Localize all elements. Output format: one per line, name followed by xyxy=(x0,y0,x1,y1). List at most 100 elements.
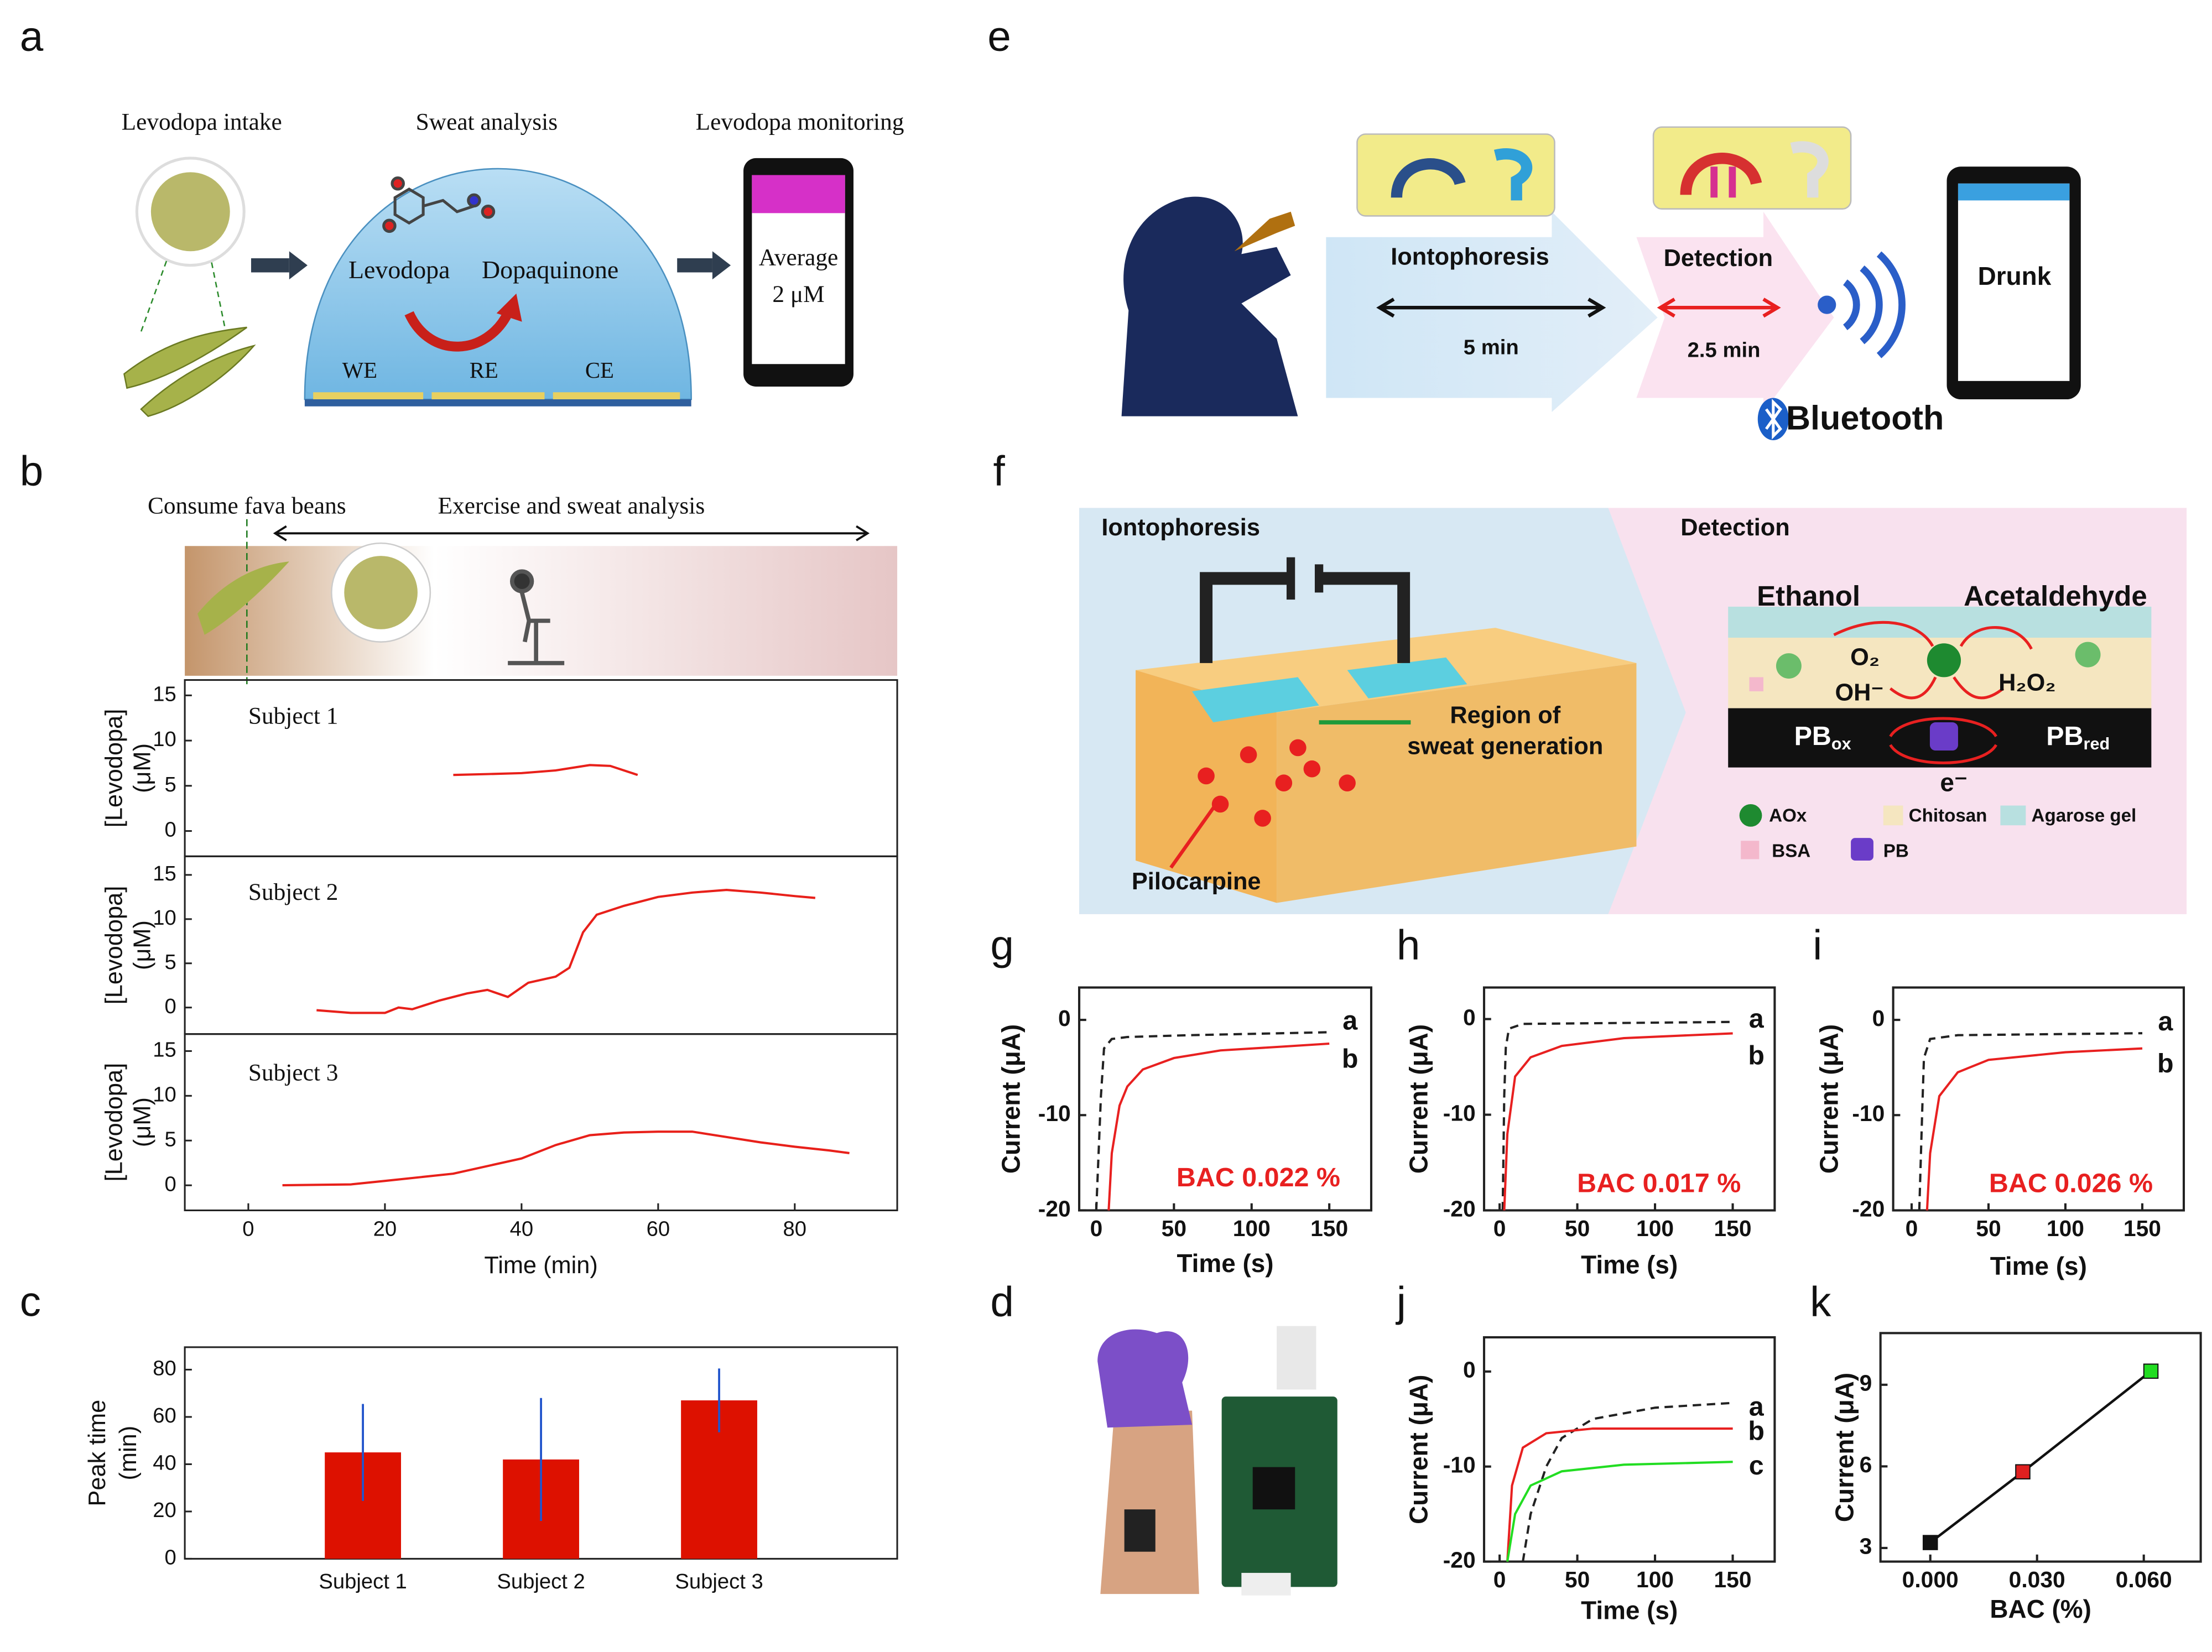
series-label: a xyxy=(1749,1392,1765,1422)
species: Acetaldehyde xyxy=(1964,580,2147,612)
y-axis-label: (μM) xyxy=(129,743,156,793)
reactant: Levodopa xyxy=(348,256,450,284)
series-label: a xyxy=(1342,1005,1358,1035)
electrode xyxy=(431,392,545,400)
y-axis-label: (μM) xyxy=(129,920,156,970)
section-title: Detection xyxy=(1680,514,1789,541)
species: e⁻ xyxy=(1940,768,1968,796)
panel-label: a xyxy=(20,13,44,60)
x-tick-label: 100 xyxy=(1233,1216,1271,1241)
series-label: a xyxy=(2158,1007,2173,1036)
series-label: b xyxy=(1342,1044,1359,1074)
y-axis-label: Peak time xyxy=(84,1400,111,1507)
drinker xyxy=(1121,196,1298,416)
connector xyxy=(1241,1572,1291,1596)
bsa xyxy=(1749,677,1763,691)
y-tick-label: 3 xyxy=(1860,1534,1872,1559)
panel-label: j xyxy=(1396,1279,1406,1326)
data-line xyxy=(282,1130,850,1187)
y-tick-label: 10 xyxy=(153,906,176,930)
y-tick-label: 15 xyxy=(153,1038,176,1062)
y-axis-label: [Levodopa] xyxy=(101,709,128,827)
y-tick-label: 60 xyxy=(153,1404,176,1427)
series-label: b xyxy=(1748,1416,1765,1446)
x-tick-label: 0.000 xyxy=(1902,1567,1959,1592)
panel-f: Iontophoresis Detection Region of sweat … xyxy=(1079,508,2187,914)
species-subscript: red xyxy=(2084,734,2110,753)
phase-label: Exercise and sweat analysis xyxy=(438,492,705,519)
phone-screen xyxy=(1958,183,2070,381)
species: O₂ xyxy=(1850,644,1880,671)
legend-swatch xyxy=(1851,838,1873,861)
electrode-label: WE xyxy=(342,358,377,383)
section-title: Iontophoresis xyxy=(1101,514,1260,541)
y-tick-label: 15 xyxy=(153,682,176,706)
data-line xyxy=(316,888,816,1014)
axes-frame xyxy=(1482,1336,1776,1563)
x-tick-label: 50 xyxy=(1565,1567,1590,1592)
chart: 0 5 10 15 [Levodopa] (μM) Subject 1 xyxy=(101,679,898,857)
wearable xyxy=(1124,1509,1156,1552)
panel-label: h xyxy=(1397,921,1420,968)
data-line xyxy=(1522,1401,1733,1562)
y-tick-label: 10 xyxy=(153,1082,176,1106)
y-tick-label: 5 xyxy=(165,1127,176,1151)
species: OH⁻ xyxy=(1835,679,1883,706)
timeline-band xyxy=(185,546,898,676)
data-line xyxy=(1925,1047,2143,1211)
x-tick-label: 100 xyxy=(2047,1216,2084,1241)
panel-label: b xyxy=(20,447,44,494)
electrode xyxy=(1790,141,1829,198)
species: PBox xyxy=(1794,721,1851,753)
axes-frame xyxy=(1078,986,1373,1212)
data-line xyxy=(1095,1031,1330,1211)
y-tick-label: -20 xyxy=(1038,1196,1071,1221)
phone-banner xyxy=(752,175,845,213)
pb-particle xyxy=(1929,722,1958,751)
chart: 0 5 10 15 [Levodopa] (μM) Subject 2 xyxy=(101,855,898,1035)
y-tick-label: 40 xyxy=(153,1451,176,1475)
species-subscript: ox xyxy=(1831,734,1851,753)
chart: 0 20 40 60 80 Peak time (min) Subject 1 Subject … xyxy=(84,1346,898,1593)
x-tick-label: 60 xyxy=(647,1217,670,1241)
annotation: BAC 0.026 % xyxy=(1989,1168,2153,1198)
y-tick-label: -10 xyxy=(1038,1101,1071,1126)
y-axis-label: [Levodopa] xyxy=(101,1063,128,1181)
phone-text: 2 μM xyxy=(772,281,824,308)
data-line xyxy=(1501,1020,1733,1211)
panel-a: Levodopa intake Sweat analysis Levodopa … xyxy=(122,109,904,418)
y-axis-label: Current (μA) xyxy=(1404,1024,1433,1174)
x-tick-label: 100 xyxy=(1636,1567,1674,1592)
legend-label: BSA xyxy=(1772,841,1810,861)
duration-arrow xyxy=(1657,298,1781,318)
panel-label: e xyxy=(987,13,1011,60)
data-point xyxy=(1922,1535,1938,1550)
phone-banner xyxy=(1958,183,2070,201)
data-line xyxy=(1506,1461,1733,1562)
panel-b-header: Consume fava beans Exercise and sweat an… xyxy=(148,492,898,685)
y-tick-label: 6 xyxy=(1860,1452,1872,1477)
phone-text: Average xyxy=(759,244,839,270)
y-tick-label: -10 xyxy=(1443,1452,1476,1477)
electrode xyxy=(1493,148,1533,201)
panel-label: f xyxy=(993,447,1005,494)
duration-arrow xyxy=(1376,298,1606,318)
x-tick-label: 0.030 xyxy=(2009,1567,2065,1592)
y-tick-label: 5 xyxy=(165,950,176,974)
y-axis-label: [Levodopa] xyxy=(101,886,128,1004)
y-tick-label: 80 xyxy=(153,1357,176,1380)
pointer-line xyxy=(1169,803,1218,869)
data-point xyxy=(2015,1464,2031,1479)
x-tick-label: Subject 2 xyxy=(497,1570,585,1593)
substrate xyxy=(304,399,691,407)
phone-text: Drunk xyxy=(1978,262,2052,290)
x-axis-label: Time (s) xyxy=(1990,1252,2087,1280)
step-label: Levodopa intake xyxy=(122,109,282,136)
y-tick-label: -20 xyxy=(1852,1196,1885,1221)
fit-line xyxy=(1929,1370,2152,1544)
region-label: sweat generation xyxy=(1407,733,1603,759)
x-tick-label: 150 xyxy=(1714,1567,1751,1592)
legend-label: Chitosan xyxy=(1909,806,1987,826)
data-line xyxy=(1107,1042,1330,1211)
